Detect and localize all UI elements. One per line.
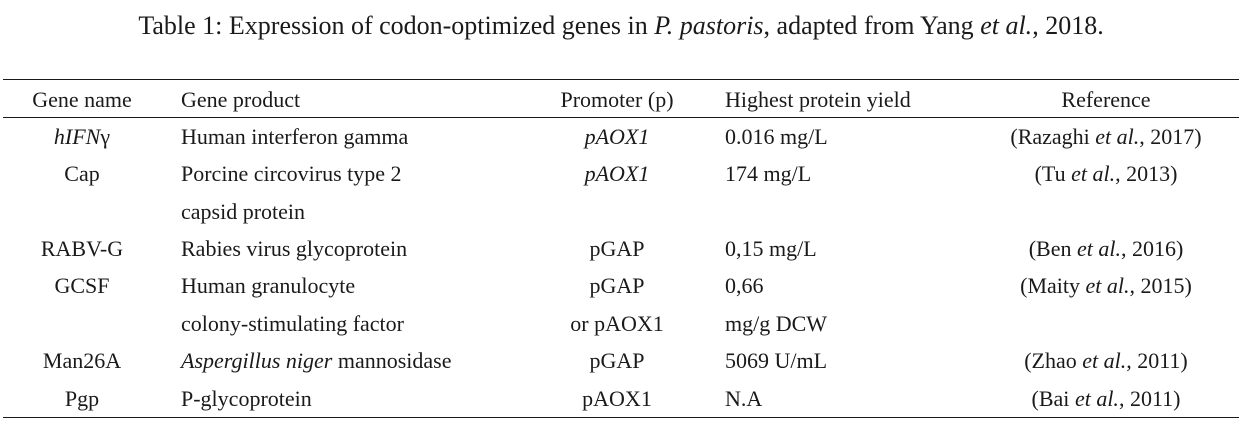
protein-yield: 0.016 mg/L xyxy=(725,124,828,149)
reference-author: (Maity xyxy=(1020,273,1086,298)
reference-author: (Ben xyxy=(1028,236,1077,261)
protein-yield: N.A xyxy=(725,386,763,411)
caption-text-middle: , adapted from Yang xyxy=(763,11,981,40)
gene-name: Man26A xyxy=(42,348,122,373)
reference-year: , 2016) xyxy=(1120,236,1184,261)
promoter: pAOX1 xyxy=(584,161,650,186)
header-gene-product: Gene product xyxy=(181,87,301,112)
header-yield: Highest protein yield xyxy=(725,87,911,112)
gene-product-line-2: colony-stimulating factor xyxy=(181,311,404,336)
gene-product-rest: mannosidase xyxy=(332,348,452,373)
header-reference: Reference xyxy=(1061,87,1151,112)
caption-text: Table 1: Expression of codon-optimized g… xyxy=(138,11,655,40)
gene-product-line-2: capsid protein xyxy=(181,199,306,224)
caption-text-suffix: , 2018. xyxy=(1032,11,1104,40)
promoter: pGAP xyxy=(589,236,645,261)
protein-yield: 5069 U/mL xyxy=(725,348,828,373)
caption-species: P. pastoris xyxy=(654,11,764,40)
reference-year: , 2015) xyxy=(1129,273,1192,298)
reference-author: (Bai xyxy=(1031,386,1075,411)
reference-author: (Tu xyxy=(1034,161,1072,186)
gene-name-suffix: γ xyxy=(100,124,111,149)
reference-author: (Razaghi xyxy=(1010,124,1096,149)
reference-et-al: et al. xyxy=(1076,236,1121,261)
gene-product: Human granulocyte xyxy=(181,273,356,298)
gene-name: GCSF xyxy=(54,273,110,298)
reference-year: , 2011) xyxy=(1118,386,1181,411)
reference: (Zhao et al., 2011) xyxy=(975,347,1237,375)
reference-year: , 2011) xyxy=(1126,348,1188,373)
caption-et-al: et al. xyxy=(980,11,1033,40)
gene-product: Rabies virus glycoprotein xyxy=(181,236,408,261)
reference-et-al: et al. xyxy=(1074,386,1119,411)
reference: (Maity et al., 2015) xyxy=(975,272,1237,300)
gene-product: Human interferon gamma xyxy=(181,124,409,149)
header-gene-name: Gene name xyxy=(32,87,132,112)
header-promoter: Promoter (p) xyxy=(560,87,674,112)
gene-name: RABV-G xyxy=(40,236,124,261)
promoter: pGAP xyxy=(589,348,645,373)
promoter: pGAP xyxy=(589,273,645,298)
promoter-line-2: or pAOX1 xyxy=(570,311,664,336)
protein-yield: 0,15 mg/L xyxy=(725,236,817,261)
reference-et-al: et al. xyxy=(1095,124,1140,149)
header-rule xyxy=(3,117,1239,118)
protein-yield: 0,66 xyxy=(725,273,764,298)
reference: (Razaghi et al., 2017) xyxy=(975,123,1237,151)
table-bottom-rule xyxy=(3,417,1239,418)
gene-product: P-glycoprotein xyxy=(181,386,312,411)
gene-product: Porcine circovirus type 2 xyxy=(181,161,402,186)
gene-name: Pgp xyxy=(64,386,100,411)
promoter: pAOX1 xyxy=(582,386,652,411)
reference-year: , 2013) xyxy=(1115,161,1178,186)
protein-yield: 174 mg/L xyxy=(725,161,812,186)
reference: (Tu et al., 2013) xyxy=(975,160,1237,188)
table-caption: Table 1: Expression of codon-optimized g… xyxy=(0,8,1242,44)
gene-name: hIFN xyxy=(53,124,101,149)
reference-et-al: et al. xyxy=(1071,161,1116,186)
table-top-rule xyxy=(3,79,1239,80)
reference-year: , 2017) xyxy=(1139,124,1202,149)
protein-yield-line-2: mg/g DCW xyxy=(725,311,828,336)
reference: (Ben et al., 2016) xyxy=(975,235,1237,263)
reference-et-al: et al. xyxy=(1082,348,1127,373)
gene-name: Cap xyxy=(64,161,100,186)
gene-name-cell: hIFNγ xyxy=(0,123,164,151)
reference: (Bai et al., 2011) xyxy=(975,385,1237,413)
reference-author: (Zhao xyxy=(1024,348,1083,373)
gene-product-species: Aspergillus niger xyxy=(181,348,333,373)
gene-product: Aspergillus niger mannosidase xyxy=(181,347,452,375)
promoter: pAOX1 xyxy=(584,124,650,149)
reference-et-al: et al. xyxy=(1085,273,1130,298)
